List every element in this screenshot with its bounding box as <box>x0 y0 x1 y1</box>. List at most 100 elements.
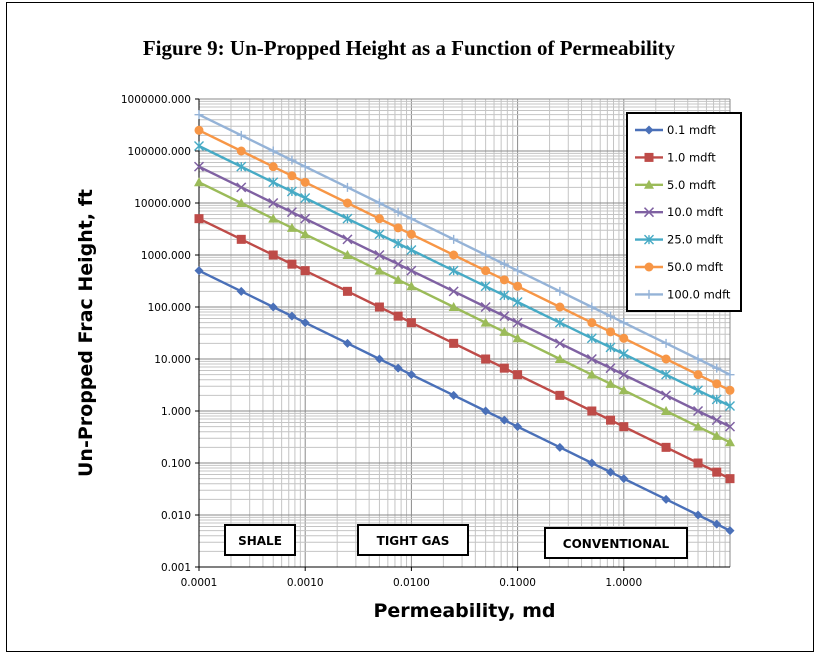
y-tick-label: 1.000 <box>161 406 191 418</box>
data-point <box>342 213 353 224</box>
data-point <box>555 442 565 452</box>
data-point <box>374 198 384 208</box>
data-point <box>236 286 246 296</box>
data-point <box>374 265 385 275</box>
data-point <box>725 437 735 447</box>
data-point <box>406 281 417 291</box>
y-axis-title: Un-Propped Frac Height, ft <box>75 189 97 477</box>
legend-marker <box>644 234 654 245</box>
region-box <box>224 524 296 556</box>
legend-marker <box>644 289 654 299</box>
data-point <box>606 415 616 425</box>
region-text: SHALE <box>238 534 282 548</box>
data-point <box>693 385 704 396</box>
data-point <box>499 363 509 373</box>
x-tick-label: 0.0001 <box>181 577 218 589</box>
data-point <box>194 266 204 276</box>
data-point <box>586 369 597 379</box>
data-point <box>448 302 459 311</box>
data-point <box>693 421 704 431</box>
data-point <box>342 338 352 348</box>
data-point <box>693 354 703 364</box>
data-point <box>711 394 722 405</box>
data-point <box>287 259 297 269</box>
data-point <box>712 379 722 389</box>
y-tick-label: 10.000 <box>154 354 191 366</box>
y-tick-label: 100000.000 <box>128 146 191 158</box>
data-point <box>606 327 616 337</box>
data-point <box>268 197 279 209</box>
data-point <box>693 510 703 520</box>
data-point <box>512 317 523 328</box>
data-point <box>393 274 404 284</box>
y-tick-label: 10000.000 <box>134 198 191 210</box>
data-point <box>236 161 247 172</box>
data-point <box>513 422 523 432</box>
data-point <box>712 519 722 529</box>
data-point <box>393 363 403 373</box>
region-label-conventional: CONVENTIONAL <box>544 527 688 559</box>
data-point <box>618 348 629 359</box>
data-point <box>480 317 491 327</box>
data-point <box>587 406 597 416</box>
data-point <box>342 234 353 245</box>
data-point <box>449 390 459 400</box>
data-point <box>286 222 297 232</box>
data-point <box>513 370 523 380</box>
data-point <box>393 238 404 249</box>
data-point <box>236 182 247 193</box>
region-text: CONVENTIONAL <box>563 537 670 551</box>
data-point <box>693 458 703 468</box>
data-point <box>512 296 523 307</box>
data-point <box>661 338 671 348</box>
data-point <box>586 333 597 344</box>
data-point <box>268 213 279 223</box>
data-point <box>194 110 204 120</box>
legend-marker <box>644 125 654 135</box>
y-tick-label: 0.010 <box>161 510 191 522</box>
data-point <box>499 275 509 285</box>
legend-entry: 10.0 mdft <box>635 205 724 219</box>
data-point <box>287 155 297 165</box>
data-point <box>661 442 671 452</box>
region-label-tight-gas: TIGHT GAS <box>357 524 469 556</box>
legend-entry: 25.0 mdft <box>635 233 724 247</box>
data-point <box>725 474 735 484</box>
data-point <box>499 326 510 336</box>
data-point <box>268 302 278 312</box>
y-tick-label: 100.000 <box>148 302 191 314</box>
y-tick-label: 1000000.000 <box>121 94 191 106</box>
data-point <box>618 369 629 380</box>
series-0-1-mdft <box>194 266 735 536</box>
data-point <box>605 378 616 388</box>
data-point <box>287 311 297 321</box>
data-point <box>587 458 597 468</box>
data-point <box>513 281 523 291</box>
data-point <box>606 467 616 477</box>
data-point <box>605 363 616 374</box>
data-point <box>393 259 404 270</box>
series-50-0-mdft <box>194 125 735 395</box>
x-tick-label: 0.1000 <box>499 577 536 589</box>
legend-entry: 0.1 mdft <box>635 123 716 137</box>
data-point <box>342 286 352 296</box>
data-point <box>406 265 417 276</box>
data-point <box>342 250 353 259</box>
data-point <box>374 229 385 240</box>
data-point <box>724 421 736 432</box>
data-point <box>268 177 279 188</box>
data-point <box>725 370 735 380</box>
data-point <box>513 266 523 276</box>
data-point <box>499 259 509 269</box>
data-point <box>499 415 509 425</box>
region-label-shale: SHALE <box>224 524 296 556</box>
data-point <box>287 171 297 181</box>
data-point <box>236 234 246 244</box>
data-point <box>194 214 204 224</box>
data-point <box>286 186 297 197</box>
data-point <box>693 370 703 380</box>
legend-label: 25.0 mdft <box>667 233 724 247</box>
series-layer <box>193 110 736 536</box>
data-point <box>448 265 459 276</box>
